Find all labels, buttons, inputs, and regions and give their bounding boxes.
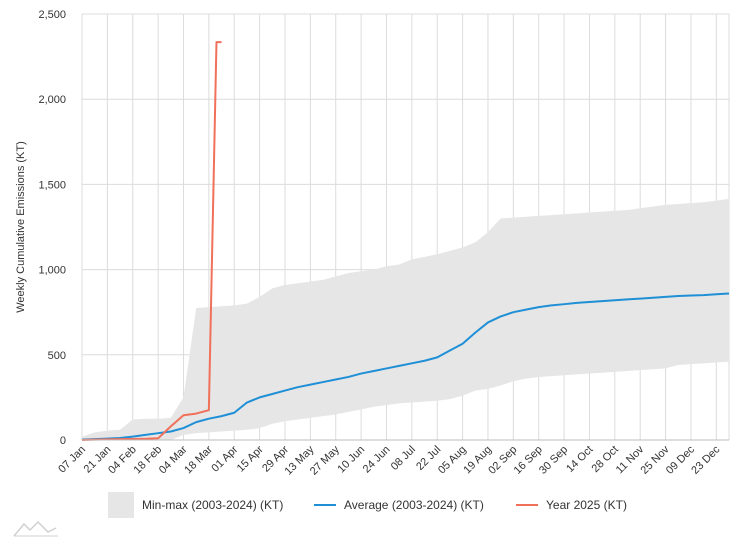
y-tick-label: 0: [60, 435, 66, 447]
x-tick-label: 01 Apr: [209, 443, 240, 474]
legend-item-average[interactable]: Average (2003-2024) (KT): [314, 488, 484, 522]
y-tick-label: 2,000: [38, 94, 66, 106]
legend-item-year-2025[interactable]: Year 2025 (KT): [516, 488, 627, 522]
y-axis-label: Weekly Cumulative Emissions (KT): [15, 141, 27, 313]
x-tick-label: 15 Apr: [235, 443, 266, 474]
legend-label-average: Average (2003-2024) (KT): [344, 498, 484, 512]
legend: Min-max (2003-2024) (KT) Average (2003-2…: [0, 488, 746, 522]
x-tick-label: 23 Dec: [689, 443, 722, 476]
x-tick-label: 14 Oct: [564, 444, 595, 475]
y-tick-label: 2,500: [38, 9, 66, 21]
legend-swatch-year-2025: [516, 504, 538, 506]
y-tick-label: 1,500: [38, 179, 66, 191]
legend-swatch-min-max: [108, 492, 134, 518]
legend-label-year-2025: Year 2025 (KT): [546, 498, 627, 512]
average-line: [81, 292, 730, 441]
year-2025-line: [81, 41, 222, 441]
legend-swatch-average: [314, 504, 336, 506]
x-tick-label: 08 Jul: [389, 444, 418, 473]
x-tick-label: 24 Jun: [361, 444, 393, 476]
legend-item-min-max[interactable]: Min-max (2003-2024) (KT): [108, 488, 283, 522]
x-tick-label: 30 Sep: [537, 444, 570, 477]
mountain-logo-icon: [13, 520, 58, 537]
min-max-band: [82, 198, 729, 440]
y-tick-label: 1,000: [38, 265, 66, 277]
x-tick-label: 10 Jun: [335, 444, 367, 476]
x-tick-label: 27 May: [308, 443, 342, 477]
x-tick-label: 18 Mar: [182, 443, 215, 476]
legend-label-min-max: Min-max (2003-2024) (KT): [142, 498, 284, 512]
y-tick-label: 500: [48, 350, 66, 362]
x-tick-label: 07 Jan: [56, 444, 88, 476]
